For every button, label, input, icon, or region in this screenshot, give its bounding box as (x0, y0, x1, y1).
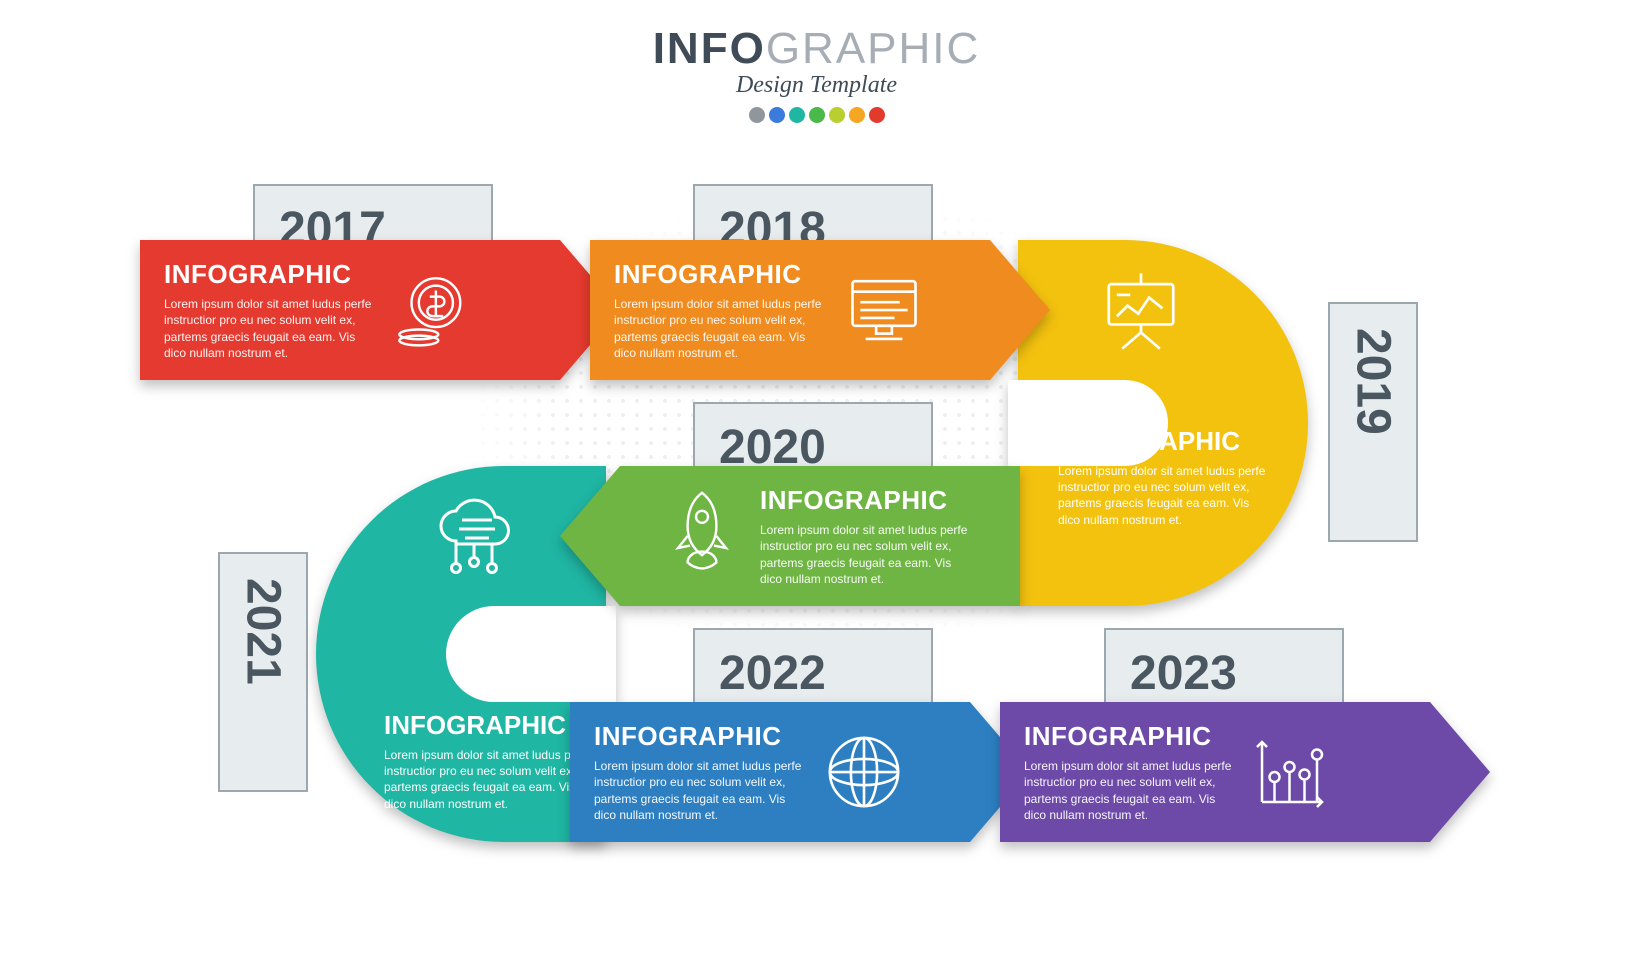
step-arrow-2018: INFOGRAPHIC Lorem ipsum dolor sit amet l… (590, 240, 1050, 380)
bar-chart-icon (1252, 732, 1332, 812)
rocket-icon (662, 488, 742, 584)
presentation-icon (1098, 268, 1184, 354)
step-body: Lorem ipsum dolor sit amet ludus perfe i… (1024, 758, 1234, 823)
globe-icon (822, 730, 906, 814)
infographic-canvas: 2017 2018 2019 2020 2021 2022 2023 INFOG… (0, 0, 1633, 980)
step-heading: INFOGRAPHIC (760, 485, 970, 516)
step-body: Lorem ipsum dolor sit amet ludus perfe i… (594, 758, 804, 823)
step-heading: INFOGRAPHIC (164, 259, 374, 290)
step-body: Lorem ipsum dolor sit amet ludus perfe i… (384, 747, 594, 812)
step-heading: INFOGRAPHIC (384, 710, 594, 741)
step-heading: INFOGRAPHIC (1024, 721, 1234, 752)
step-body: Lorem ipsum dolor sit amet ludus perfe i… (1058, 463, 1268, 528)
step-arrow-2020: INFOGRAPHIC Lorem ipsum dolor sit amet l… (560, 466, 1020, 606)
step-arrow-2023: INFOGRAPHIC Lorem ipsum dolor sit amet l… (1000, 702, 1490, 842)
step-body: Lorem ipsum dolor sit amet ludus perfe i… (760, 522, 970, 587)
step-body: Lorem ipsum dolor sit amet ludus perfe i… (614, 296, 824, 361)
cloud-network-icon (426, 490, 522, 586)
step-curve-2019: INFOGRAPHIC Lorem ipsum dolor sit amet l… (1018, 240, 1308, 606)
year-tab-2021: 2021 (218, 552, 308, 792)
step-heading: INFOGRAPHIC (1058, 426, 1268, 457)
year-tab-2019: 2019 (1328, 302, 1418, 542)
step-heading: INFOGRAPHIC (594, 721, 804, 752)
monitor-icon (842, 268, 926, 352)
step-body: Lorem ipsum dolor sit amet ludus perfe i… (164, 296, 374, 361)
step-heading: INFOGRAPHIC (614, 259, 824, 290)
coin-icon (392, 271, 470, 349)
step-arrow-2022: INFOGRAPHIC Lorem ipsum dolor sit amet l… (570, 702, 1030, 842)
step-arrow-2017: INFOGRAPHIC Lorem ipsum dolor sit amet l… (140, 240, 620, 380)
